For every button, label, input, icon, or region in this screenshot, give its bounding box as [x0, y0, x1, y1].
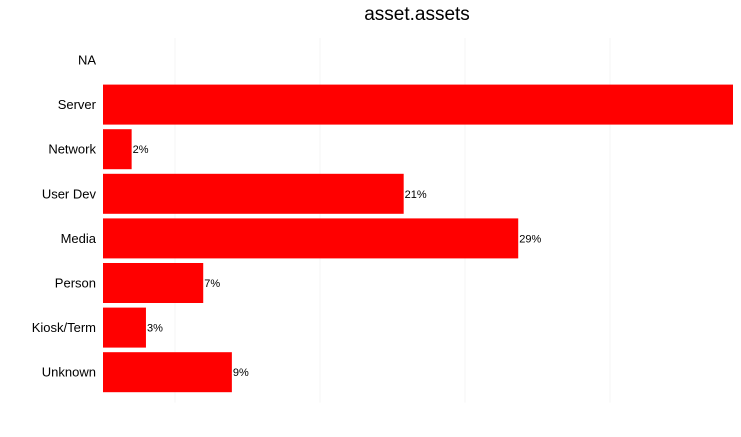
bars: [103, 84, 733, 393]
category-label: Network: [48, 142, 96, 157]
category-label: User Dev: [42, 186, 97, 201]
chart-title: asset.assets: [364, 4, 470, 25]
bar: [103, 218, 519, 259]
data-label: 2%: [133, 144, 149, 156]
bar: [103, 352, 232, 393]
data-label: 9%: [233, 367, 249, 379]
bar: [103, 263, 204, 303]
bar: [103, 84, 733, 125]
category-label: Unknown: [42, 365, 96, 380]
category-label: NA: [78, 53, 96, 68]
category-label: Server: [58, 97, 97, 112]
category-label: Media: [61, 231, 97, 246]
category-labels: NA Server Network User Dev Media Person Kiosk/…: [32, 53, 97, 380]
data-labels: 2% 21% 29% 7% 3% 9%: [133, 144, 542, 379]
data-label: 29%: [519, 233, 541, 245]
data-label: 7%: [204, 278, 220, 290]
data-label: 21%: [405, 189, 427, 201]
category-label: Person: [55, 276, 96, 291]
bar: [103, 129, 132, 170]
bar: [103, 173, 404, 214]
bar: [103, 307, 146, 348]
category-label: Kiosk/Term: [32, 320, 96, 335]
data-label: 3%: [147, 323, 163, 335]
